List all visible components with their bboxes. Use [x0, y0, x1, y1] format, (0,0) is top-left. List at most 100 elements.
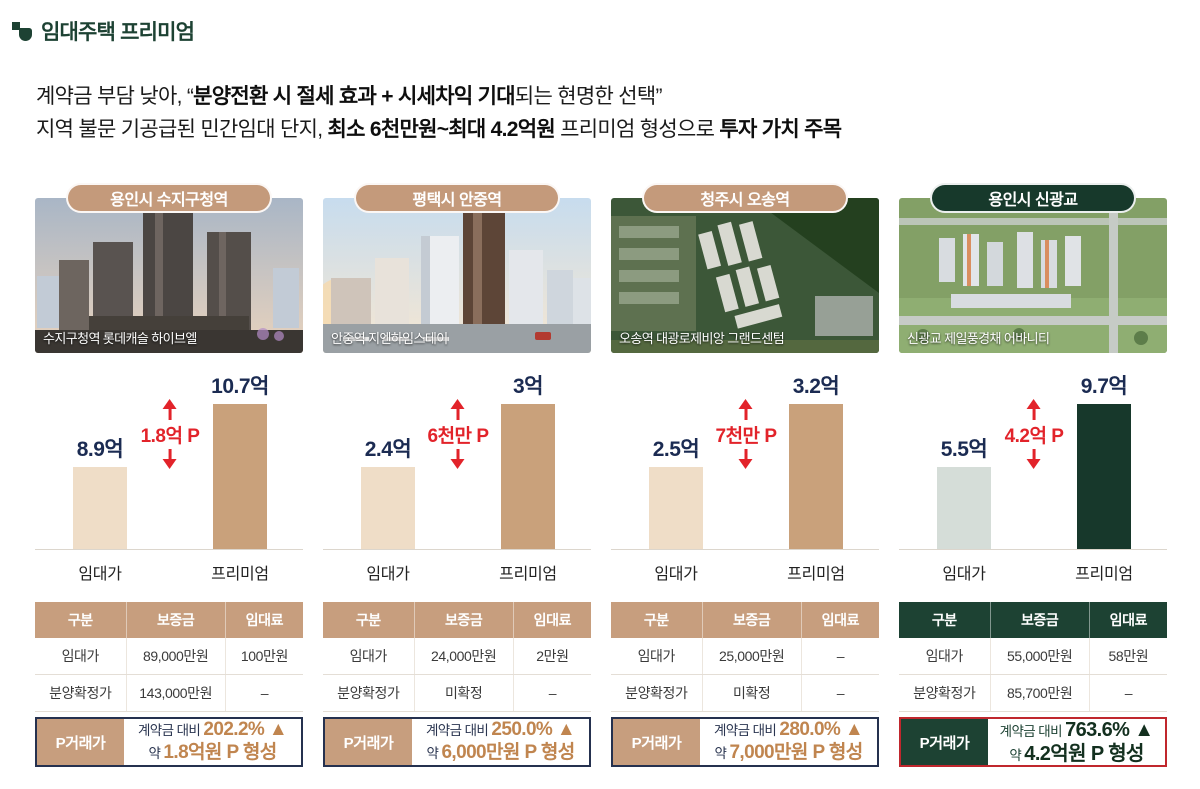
intro-copy: 계약금 부담 낮아, “분양전환 시 절세 효과 + 시세차익 기대되는 현명한…	[36, 80, 842, 146]
building-rendering-day	[323, 198, 591, 353]
table-cell: 85,700만원	[990, 674, 1090, 712]
property-caption: 오송역 대광로제비앙 그랜드센텀	[619, 331, 785, 346]
price-premium-chart: 2.5억 3.2억 7천만 P 임대가 프리미엄	[611, 353, 879, 598]
rent-bar-label: 임대가	[78, 566, 122, 583]
table-row: 분양확정가 143,000만원 –	[35, 674, 303, 712]
p-price-box: P거래가 계약금 대비 280.0% ▲ 약 7,000만원 P 형성	[611, 717, 879, 767]
location-badge-label: 용인시 수지구청역	[110, 192, 228, 209]
arrow-stem	[168, 409, 172, 420]
page-header: 임대주택 프리미엄	[12, 16, 195, 46]
p-price-prefix: 계약금 대비	[137, 723, 204, 739]
building-rendering-dusk	[35, 198, 303, 353]
table-cell: 55,000만원	[990, 638, 1090, 675]
building-rendering-aerial-forest	[611, 198, 879, 353]
price-table: 구분 보증금 임대료 임대가 89,000만원 100만원 분양확정가 143,…	[35, 602, 303, 712]
rent-bar	[361, 467, 415, 549]
premium-bar	[501, 404, 555, 549]
p-price-prefix: 약	[1009, 748, 1025, 763]
table-row: 분양확정가 85,700만원 –	[899, 674, 1167, 712]
property-card: 용인시 수지구청역	[35, 183, 303, 353]
table-row: 분양확정가 미확정 –	[611, 674, 879, 712]
premium-bar-label: 프리미엄	[787, 566, 845, 583]
intro-text-bold: 투자 가치 주목	[719, 118, 842, 141]
property-image: 오송역 대광로제비앙 그랜드센텀	[611, 198, 879, 353]
premium-gap-arrow: 6천만 P	[428, 399, 489, 469]
table-cell: –	[225, 674, 303, 712]
p-price-percent: 250.0% ▲	[491, 719, 576, 741]
location-badge-label: 청주시 오송역	[700, 192, 790, 209]
premium-gap-arrow: 1.8억 P	[141, 399, 200, 469]
table-cell: 임대가	[899, 638, 991, 675]
arrow-down-icon	[162, 459, 177, 469]
table-header-row: 구분 보증금 임대료	[899, 602, 1167, 638]
premium-bar-label: 프리미엄	[211, 566, 269, 583]
table-cell: 89,000만원	[126, 638, 226, 675]
page-title: 임대주택 프리미엄	[41, 21, 195, 44]
arrow-stem	[1032, 409, 1036, 420]
arrow-down-icon	[1026, 459, 1041, 469]
p-price-amount: 6,000만원 P 형성	[441, 742, 575, 763]
p-price-line-2: 약 1.8억원 P 형성	[148, 742, 277, 765]
table-cell: –	[801, 638, 879, 675]
chart-baseline	[899, 549, 1167, 550]
table-header-rent: 임대료	[801, 602, 879, 638]
rent-bar-value: 2.4억	[364, 438, 412, 461]
chart-baseline	[35, 549, 303, 550]
table-header-row: 구분 보증금 임대료	[323, 602, 591, 638]
premium-bar	[789, 404, 843, 549]
table-cell: 100만원	[225, 638, 303, 675]
p-price-box: P거래가 계약금 대비 250.0% ▲ 약 6,000만원 P 형성	[323, 717, 591, 767]
arrow-stem	[456, 448, 460, 459]
price-premium-chart: 2.4억 3억 6천만 P 임대가 프리미엄	[323, 353, 591, 598]
property-image: 신광교 제일풍경채 어바니티	[899, 198, 1167, 353]
table-header-rent: 임대료	[1089, 602, 1167, 638]
table-cell: –	[513, 674, 591, 712]
p-price-amount: 4.2억원 P 형성	[1024, 743, 1144, 765]
location-badge: 청주시 오송역	[642, 183, 848, 213]
location-badge: 용인시 신광교	[930, 183, 1136, 213]
p-price-prefix: 약	[714, 746, 730, 761]
property-card: 청주시 오송역	[611, 183, 879, 353]
property-card: 평택시 안중역	[323, 183, 591, 353]
table-cell: 분양확정가	[35, 674, 127, 712]
premium-gap-arrow: 4.2억 P	[1005, 399, 1064, 469]
arrow-up-icon	[1026, 399, 1041, 409]
intro-line-2: 지역 불문 기공급된 민간임대 단지, 최소 6천만원~최대 4.2억원 프리미…	[36, 113, 842, 146]
chart-baseline	[611, 549, 879, 550]
rent-bar-value: 5.5억	[940, 438, 988, 461]
premium-gap-value: 1.8억 P	[140, 425, 200, 447]
table-header-deposit: 보증금	[702, 602, 802, 638]
premium-gap-value: 7천만 P	[715, 425, 777, 447]
intro-text-bold: 분양전환 시 절세 효과 + 시세차익 기대	[193, 85, 515, 108]
table-cell: –	[801, 674, 879, 712]
arrow-down-icon	[738, 459, 753, 469]
rent-bar	[649, 467, 703, 549]
location-badge: 평택시 안중역	[354, 183, 560, 213]
table-header-row: 구분 보증금 임대료	[611, 602, 879, 638]
p-price-line-2: 약 4.2억원 P 형성	[1009, 742, 1144, 766]
arrow-up-icon	[450, 399, 465, 409]
p-price-amount: 1.8억원 P 형성	[163, 742, 277, 763]
property-columns: 용인시 수지구청역	[35, 183, 1167, 767]
table-row: 임대가 89,000만원 100만원	[35, 638, 303, 675]
property-column-singwanggyo: 용인시 신광교	[899, 183, 1167, 767]
table-header-rent: 임대료	[225, 602, 303, 638]
price-table: 구분 보증금 임대료 임대가 25,000만원 – 분양확정가 미확정 –	[611, 602, 879, 712]
table-cell: 분양확정가	[323, 674, 415, 712]
p-price-content: 계약금 대비 763.6% ▲ 약 4.2억원 P 형성	[988, 719, 1165, 765]
arrow-stem	[456, 409, 460, 420]
intro-text: 지역 불문 기공급된 민간임대 단지,	[36, 118, 328, 141]
p-price-prefix: 계약금 대비	[713, 723, 780, 739]
rent-bar-value: 2.5억	[652, 438, 700, 461]
arrow-stem	[168, 448, 172, 459]
premium-bar-value: 3억	[513, 375, 544, 398]
table-cell: 분양확정가	[611, 674, 703, 712]
table-cell: 임대가	[611, 638, 703, 675]
rent-bar	[73, 467, 127, 549]
p-price-line-1: 계약금 대비 763.6% ▲	[1000, 718, 1154, 742]
property-image: 안중역 지엔하임스테이	[323, 198, 591, 353]
table-row: 임대가 24,000만원 2만원	[323, 638, 591, 675]
p-price-box: P거래가 계약금 대비 763.6% ▲ 약 4.2억원 P 형성	[899, 717, 1167, 767]
p-price-percent: 763.6% ▲	[1065, 719, 1154, 741]
